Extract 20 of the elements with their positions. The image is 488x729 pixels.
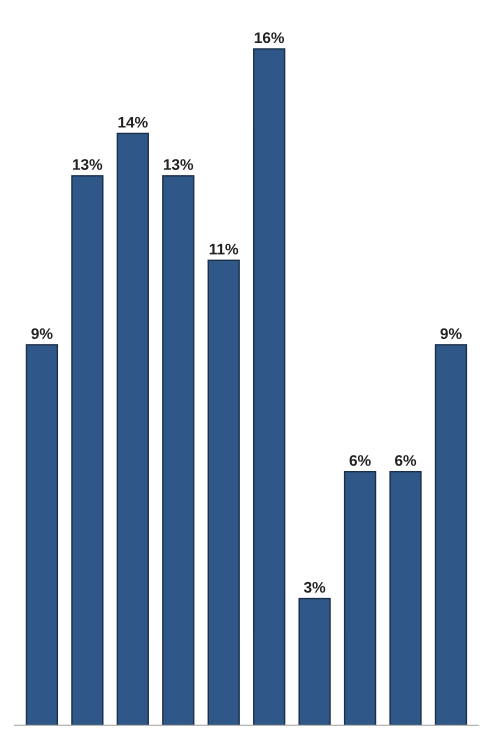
data-label: 9% <box>31 328 53 340</box>
bar <box>208 260 240 726</box>
data-label: 3% <box>304 582 326 593</box>
bar <box>298 598 331 726</box>
data-label: 13% <box>73 159 102 170</box>
data-label: 6% <box>350 455 371 466</box>
bar <box>389 471 422 726</box>
data-label: 13% <box>164 159 194 170</box>
bar <box>71 175 104 726</box>
bar <box>162 175 194 726</box>
data-label: 9% <box>440 328 462 340</box>
bar <box>253 48 286 726</box>
data-label: 16% <box>254 32 284 44</box>
bar <box>26 344 58 726</box>
bar <box>116 132 149 726</box>
data-label: 14% <box>118 116 148 128</box>
data-label: 11% <box>210 244 238 254</box>
data-label: 6% <box>395 455 416 466</box>
bar <box>344 471 376 726</box>
bar <box>434 344 468 726</box>
